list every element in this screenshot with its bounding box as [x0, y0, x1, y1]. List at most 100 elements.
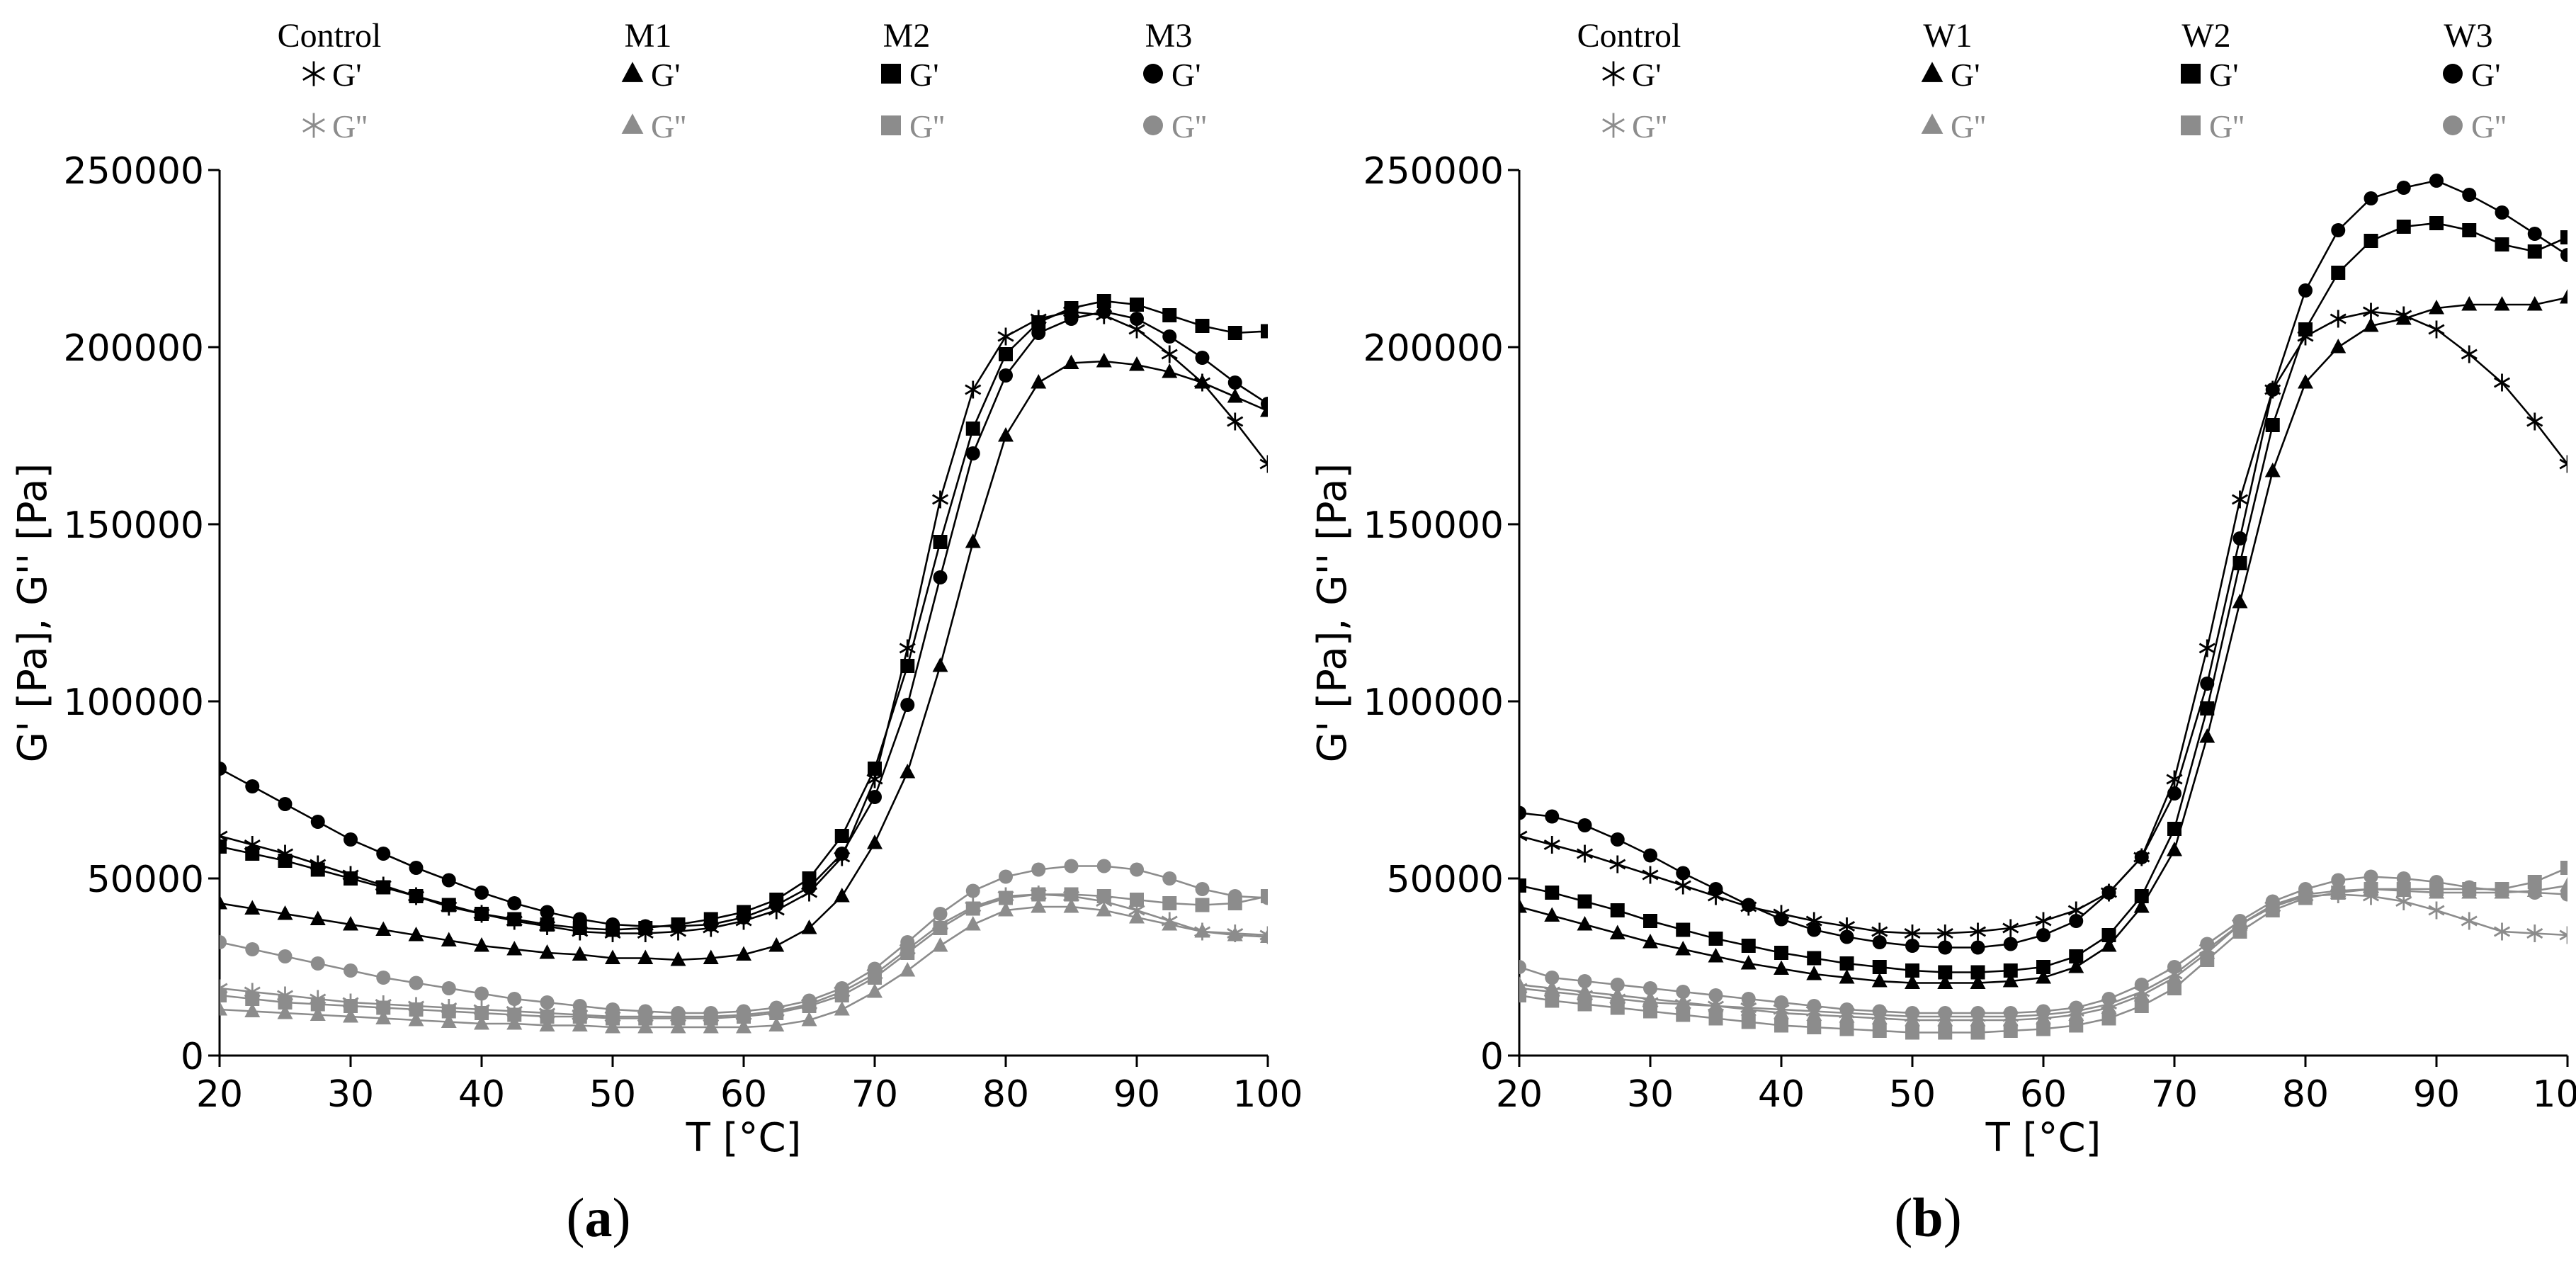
data-point — [220, 827, 228, 845]
data-point — [539, 944, 555, 959]
data-point — [2069, 914, 2084, 928]
series-control-g- — [1519, 302, 2568, 942]
data-point — [310, 956, 325, 971]
y-tick-label: 0 — [181, 1036, 204, 1078]
data-point — [1064, 312, 1079, 326]
chart-panel-b: 0 50000 100000 150000 200000 250000 20 30 40 50 60… — [1310, 17, 2576, 1161]
chart-panel-a: 0 50000 100000 150000 200000 250000 20 30 40 50 60… — [10, 17, 1303, 1161]
legend-marker-gdoubleprime — [621, 113, 644, 134]
data-point — [1774, 1018, 1788, 1033]
data-point — [2199, 728, 2215, 743]
series-line — [220, 310, 1268, 927]
data-point — [2232, 924, 2247, 939]
data-point — [703, 949, 719, 964]
series-line — [1519, 222, 2568, 973]
data-point — [1261, 890, 1268, 905]
data-point — [1774, 1005, 1789, 1019]
data-point — [2298, 322, 2313, 337]
data-point — [1227, 375, 1242, 390]
caption-a: (a) — [567, 1187, 631, 1248]
data-point — [900, 962, 916, 977]
data-point — [965, 883, 980, 898]
x-tick-label: 40 — [1758, 1073, 1805, 1116]
data-point — [344, 963, 358, 978]
data-point — [1642, 934, 1658, 949]
series-control-g- — [220, 302, 1268, 942]
data-point — [475, 886, 489, 900]
data-point — [1609, 855, 1626, 873]
y-tick-label: 200000 — [1363, 327, 1504, 370]
data-point — [1031, 374, 1047, 389]
data-point — [310, 1006, 326, 1021]
data-point — [572, 912, 587, 927]
data-point — [1609, 987, 1625, 1002]
data-point — [1905, 974, 1920, 989]
caption-b: (b) — [1894, 1187, 1961, 1248]
data-point — [1544, 980, 1560, 995]
data-point — [507, 912, 522, 927]
x-tick-label: 100 — [1232, 1073, 1303, 1116]
data-point — [1162, 329, 1177, 344]
data-point — [1576, 844, 1594, 863]
data-point — [933, 535, 948, 549]
data-point — [999, 869, 1013, 884]
legend-title: W3 — [2444, 17, 2492, 55]
data-point — [572, 1010, 587, 1024]
data-point — [376, 971, 391, 985]
data-point — [2495, 883, 2509, 898]
data-point — [441, 981, 456, 995]
data-point — [343, 916, 358, 931]
data-point — [220, 935, 227, 949]
data-point — [475, 907, 489, 921]
legend-title: Control — [278, 17, 382, 55]
data-point — [933, 907, 948, 921]
data-point — [2167, 960, 2181, 974]
x-tick-label: 30 — [327, 1073, 374, 1116]
data-point — [409, 976, 424, 990]
data-point — [1096, 294, 1111, 308]
data-point — [278, 797, 293, 811]
data-point — [540, 917, 555, 932]
data-point — [1774, 946, 1788, 960]
data-point — [1807, 951, 1822, 966]
series-line — [220, 360, 1268, 961]
data-point — [2232, 594, 2248, 609]
data-point — [2167, 786, 2181, 801]
data-point — [1643, 981, 1657, 995]
x-axis-label: T [°C] — [686, 1115, 802, 1161]
data-point — [1938, 1006, 1953, 1020]
data-point — [1129, 356, 1145, 371]
data-point — [1807, 922, 1822, 937]
legend-entry-w3: W3G' G'' — [2443, 17, 2507, 145]
data-point — [1936, 924, 1953, 942]
data-point — [606, 917, 620, 932]
data-point — [2200, 701, 2215, 716]
data-point — [1741, 939, 1756, 953]
data-point — [408, 927, 424, 941]
data-point — [2101, 1011, 2116, 1026]
x-tick-label: 90 — [2413, 1073, 2460, 1116]
data-point — [1195, 351, 1210, 365]
series-line — [220, 310, 1268, 934]
data-point — [1806, 1006, 1822, 1021]
x-tick-label: 20 — [1496, 1073, 1543, 1116]
x-tick-label: 20 — [196, 1073, 243, 1116]
data-point — [1839, 929, 1854, 944]
data-point — [737, 910, 751, 924]
data-point — [475, 1006, 489, 1020]
legend-title: M1 — [625, 17, 672, 55]
data-point — [2232, 531, 2247, 545]
data-point — [1643, 848, 1657, 863]
data-point — [441, 1004, 456, 1019]
data-point — [1519, 827, 1528, 845]
data-point — [2002, 919, 2019, 937]
data-point — [2167, 981, 2181, 995]
data-point — [409, 861, 424, 875]
data-point — [310, 815, 325, 829]
x-axis-label: T [°C] — [1985, 1115, 2101, 1161]
data-point — [2298, 882, 2313, 896]
data-point — [2429, 875, 2444, 889]
data-point — [1905, 1006, 1919, 1020]
data-point — [2133, 898, 2150, 913]
